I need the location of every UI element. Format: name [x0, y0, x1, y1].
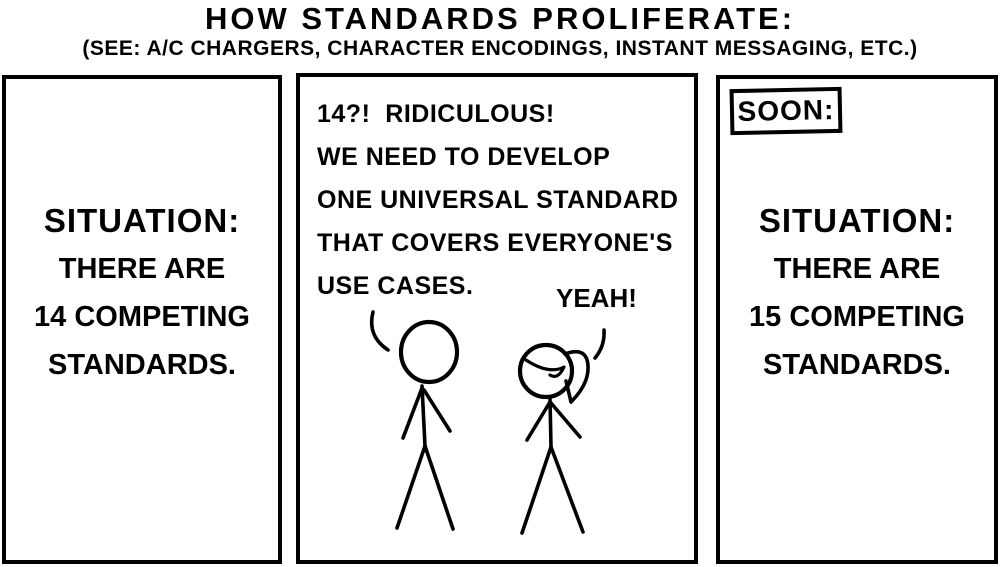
speech-line: WE NEED TO DEVELOP — [317, 143, 611, 171]
stick-figure-man — [395, 319, 460, 531]
comic-title: HOW STANDARDS PROLIFERATE: — [204, 1, 796, 36]
situation-line: 14 COMPETING — [34, 301, 250, 333]
stick-figure-woman — [517, 342, 590, 535]
reply-speech: YEAH! — [556, 283, 637, 313]
panel-dialogue: 14?! RIDICULOUS! WE NEED TO DEVELOP ONE … — [296, 73, 698, 564]
situation-line: SITUATION: — [758, 202, 956, 239]
situation-line: SITUATION: — [43, 202, 241, 239]
situation-line: STANDARDS. — [763, 349, 951, 381]
situation-line: 15 COMPETING — [749, 301, 965, 333]
situation-line: THERE ARE — [58, 253, 226, 285]
speech-line: THAT COVERS EVERYONE'S — [317, 229, 673, 257]
speech-line: USE CASES. — [317, 272, 474, 300]
speech-line: ONE UNIVERSAL STANDARD — [317, 186, 679, 214]
stick-figures-drawing — [369, 310, 606, 535]
speech-text-block: 14?! RIDICULOUS! WE NEED TO DEVELOP ONE … — [317, 93, 679, 308]
situation-text-block: SITUATION: THERE ARE 14 COMPETING STANDA… — [6, 197, 278, 389]
comic-subtitle: (SEE: A/C CHARGERS, CHARACTER ENCODINGS,… — [82, 37, 918, 60]
situation-line: THERE ARE — [773, 253, 941, 285]
speech-line: 14?! RIDICULOUS! — [317, 100, 555, 128]
soon-label: SOON: — [737, 93, 835, 128]
speech-connector-man — [369, 310, 390, 352]
situation-line: STANDARDS. — [48, 349, 236, 381]
soon-box: SOON: — [729, 86, 843, 136]
panel-situation-14: SITUATION: THERE ARE 14 COMPETING STANDA… — [2, 75, 282, 564]
comic-header: HOW STANDARDS PROLIFERATE: (SEE: A/C CHA… — [0, 2, 1000, 62]
panel-situation-15: SOON: SITUATION: THERE ARE 15 COMPETING … — [716, 75, 998, 564]
speech-connector-woman — [593, 328, 606, 360]
situation-text-block: SITUATION: THERE ARE 15 COMPETING STANDA… — [720, 197, 994, 389]
